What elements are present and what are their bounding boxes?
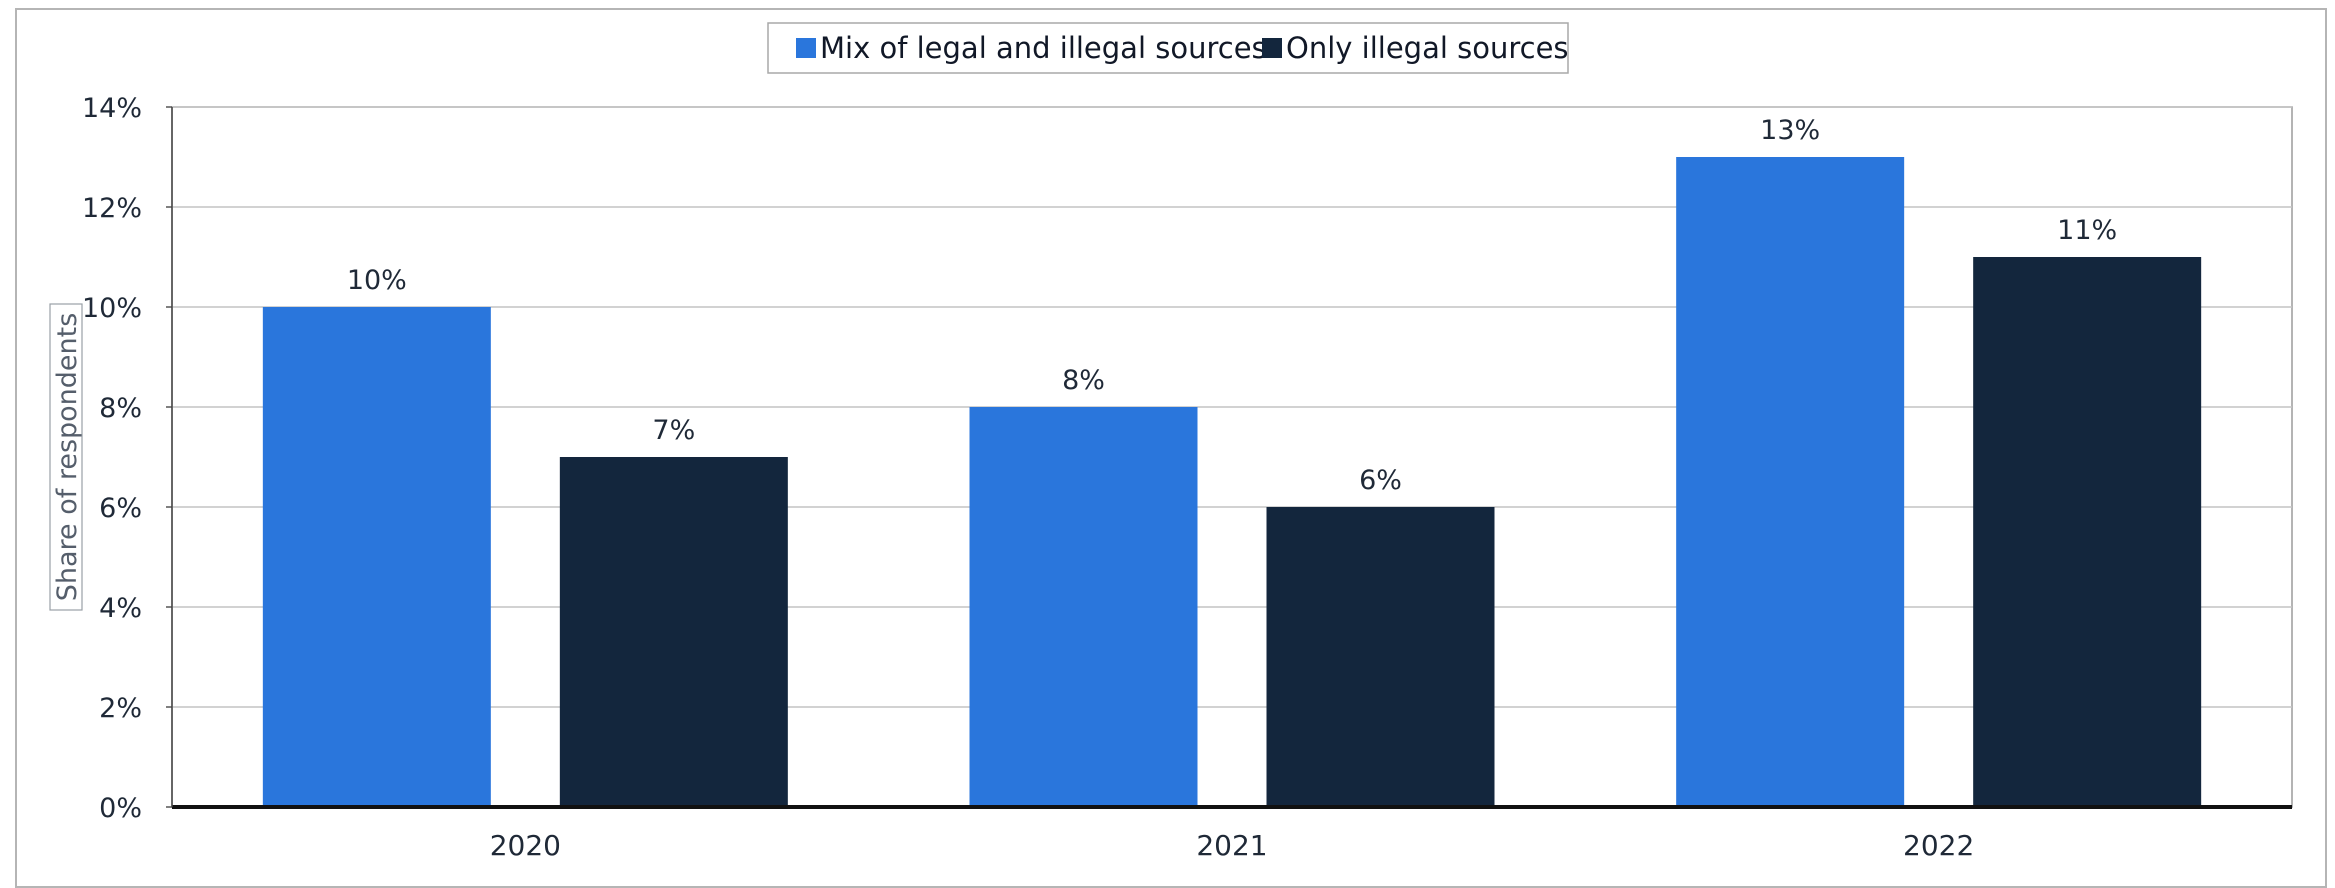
y-tick-label: 12% [82,193,142,224]
y-tick-label: 2% [99,693,142,724]
y-tick-label: 6% [99,493,142,524]
bar-2020-series-1 [559,457,788,807]
bar-2020-series-0 [262,307,491,807]
data-label: 13% [1760,115,1820,146]
axes: 0% 2% 4% 6% 8% 10% 12% 14% 2020 2021 2022 [82,93,2292,862]
legend-box [767,22,1569,74]
y-axis-label: Share of respondents [52,313,83,602]
bar-2022-series-1 [1973,257,2202,807]
x-tick-label-2022: 2022 [1903,829,1974,862]
legend-swatch-only-illegal [1262,38,1282,58]
legend: Mix of legal and illegal sources Only il… [767,22,1569,74]
legend-swatch-mix [796,38,816,58]
x-tick-label-2020: 2020 [490,829,561,862]
y-tick-label: 8% [99,393,142,424]
data-label: 11% [2057,215,2117,246]
y-axis-title: Share of respondents [49,303,83,611]
data-label: 10% [347,265,407,296]
y-tick-label: 14% [82,93,142,124]
y-tick-label: 4% [99,593,142,624]
data-label: 6% [1359,465,1402,496]
data-labels: 10% 7% 8% 6% 13% 11% [347,115,2117,496]
data-label: 7% [652,415,695,446]
legend-label-mix: Mix of legal and illegal sources [820,31,1267,65]
x-tick-label-2021: 2021 [1196,829,1267,862]
legend-label-only-illegal: Only illegal sources [1286,31,1569,65]
data-label: 8% [1062,365,1105,396]
bar-2022-series-0 [1676,157,1905,807]
bars [262,157,2202,807]
y-tick-label: 0% [99,793,142,824]
bar-2021-series-1 [1266,507,1495,807]
y-tick-label: 10% [82,293,142,324]
bar-2021-series-0 [969,407,1198,807]
